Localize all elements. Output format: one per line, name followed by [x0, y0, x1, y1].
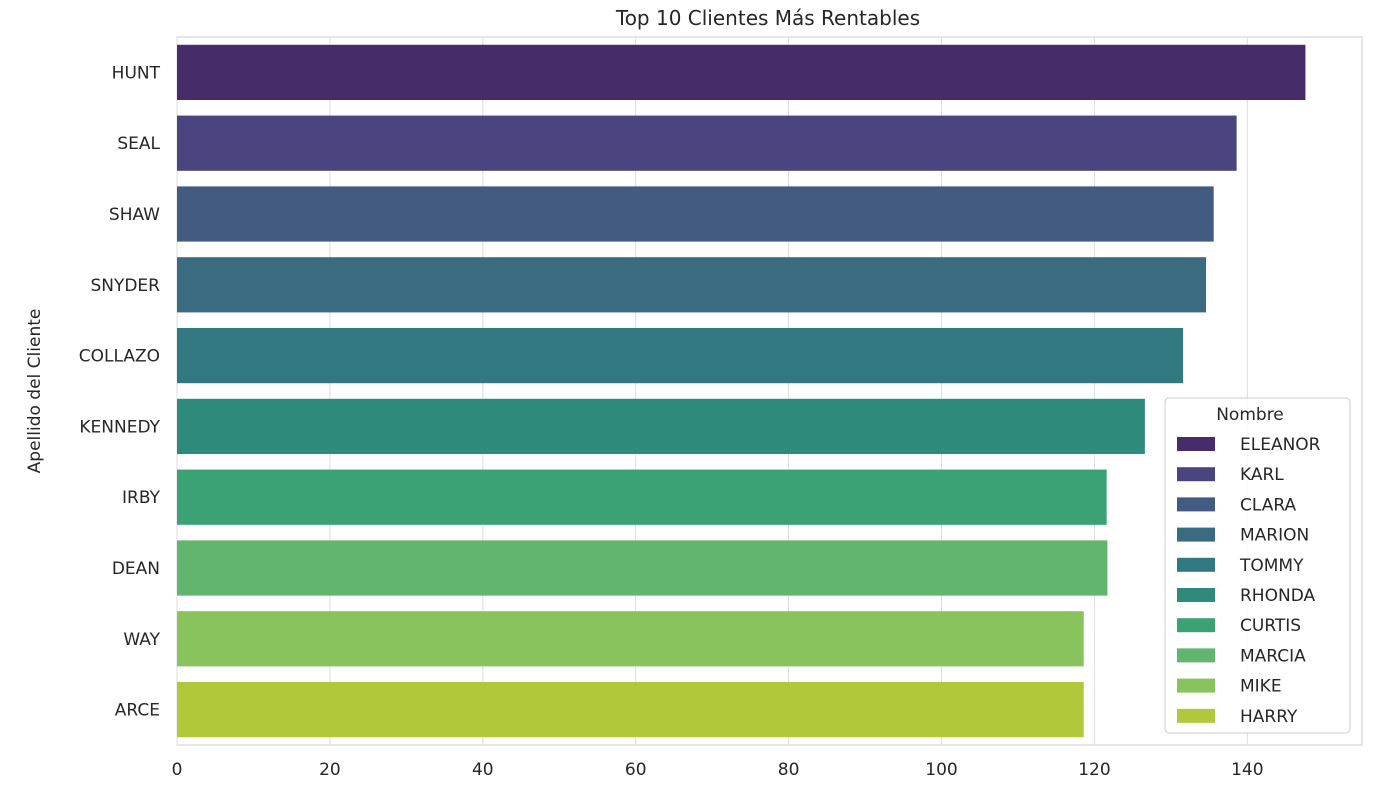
y-category-label: DEAN [112, 559, 160, 579]
x-axis-ticks: 0 20 40 60 80 100 120 140 [172, 760, 1264, 780]
x-tick-label: 40 [472, 760, 494, 780]
legend-swatch [1177, 678, 1215, 693]
bar [177, 44, 1306, 101]
x-tick-label: 140 [1231, 760, 1263, 780]
y-category-label: WAY [123, 630, 160, 650]
legend: Nombre ELEANOR KARL CLARA MARION TOMMY RHONDA… [1164, 397, 1351, 734]
legend-entry: KARL [1240, 465, 1284, 485]
legend-entry: HARRY [1240, 707, 1298, 727]
legend-swatch [1177, 437, 1215, 451]
bar [177, 257, 1207, 313]
legend-swatch [1177, 557, 1215, 572]
bars [177, 44, 1306, 738]
y-category-label: IRBY [122, 488, 161, 508]
legend-swatch [1177, 497, 1215, 512]
x-tick-label: 100 [925, 760, 957, 780]
legend-entry: MIKE [1240, 677, 1282, 697]
legend-entry: CURTIS [1240, 616, 1301, 636]
legend-swatch [1177, 527, 1215, 542]
x-tick-label: 20 [319, 760, 341, 780]
y-category-label: SEAL [117, 134, 160, 154]
legend-swatch [1177, 588, 1215, 602]
legend-entry: CLARA [1240, 495, 1296, 515]
legend-entry: RHONDA [1240, 586, 1315, 606]
bar [177, 469, 1107, 525]
y-axis-categories: HUNT SEAL SHAW SNYDER COLLAZO KENNEDY IRBY DEAN… [79, 63, 161, 720]
y-category-label: COLLAZO [79, 347, 160, 367]
legend-swatch [1177, 708, 1215, 723]
y-category-label: ARCE [115, 701, 160, 721]
y-category-label: SNYDER [90, 276, 160, 296]
x-tick-label: 120 [1078, 760, 1110, 780]
bar [177, 327, 1184, 384]
bar [177, 398, 1145, 455]
bar [177, 115, 1237, 171]
bar [177, 186, 1214, 242]
legend-swatch [1177, 648, 1215, 663]
x-tick-label: 0 [172, 760, 183, 780]
legend-swatch [1177, 467, 1215, 482]
y-axis-label: Apellido del Cliente [25, 309, 45, 474]
y-category-label: KENNEDY [79, 417, 160, 437]
y-category-label: SHAW [109, 205, 160, 225]
legend-entry: TOMMY [1239, 556, 1304, 576]
legend-title: Nombre [1216, 405, 1284, 425]
legend-entry: MARCIA [1240, 646, 1306, 666]
x-tick-label: 60 [625, 760, 647, 780]
legend-swatch [1177, 618, 1215, 633]
y-category-label: HUNT [112, 63, 161, 83]
bar [177, 681, 1084, 738]
legend-entry: ELEANOR [1240, 435, 1321, 455]
legend-entry: MARION [1240, 526, 1309, 546]
bar [177, 540, 1108, 596]
x-tick-label: 80 [778, 760, 800, 780]
bar [177, 611, 1084, 667]
chart-title: Top 10 Clientes Más Rentables [615, 6, 920, 30]
